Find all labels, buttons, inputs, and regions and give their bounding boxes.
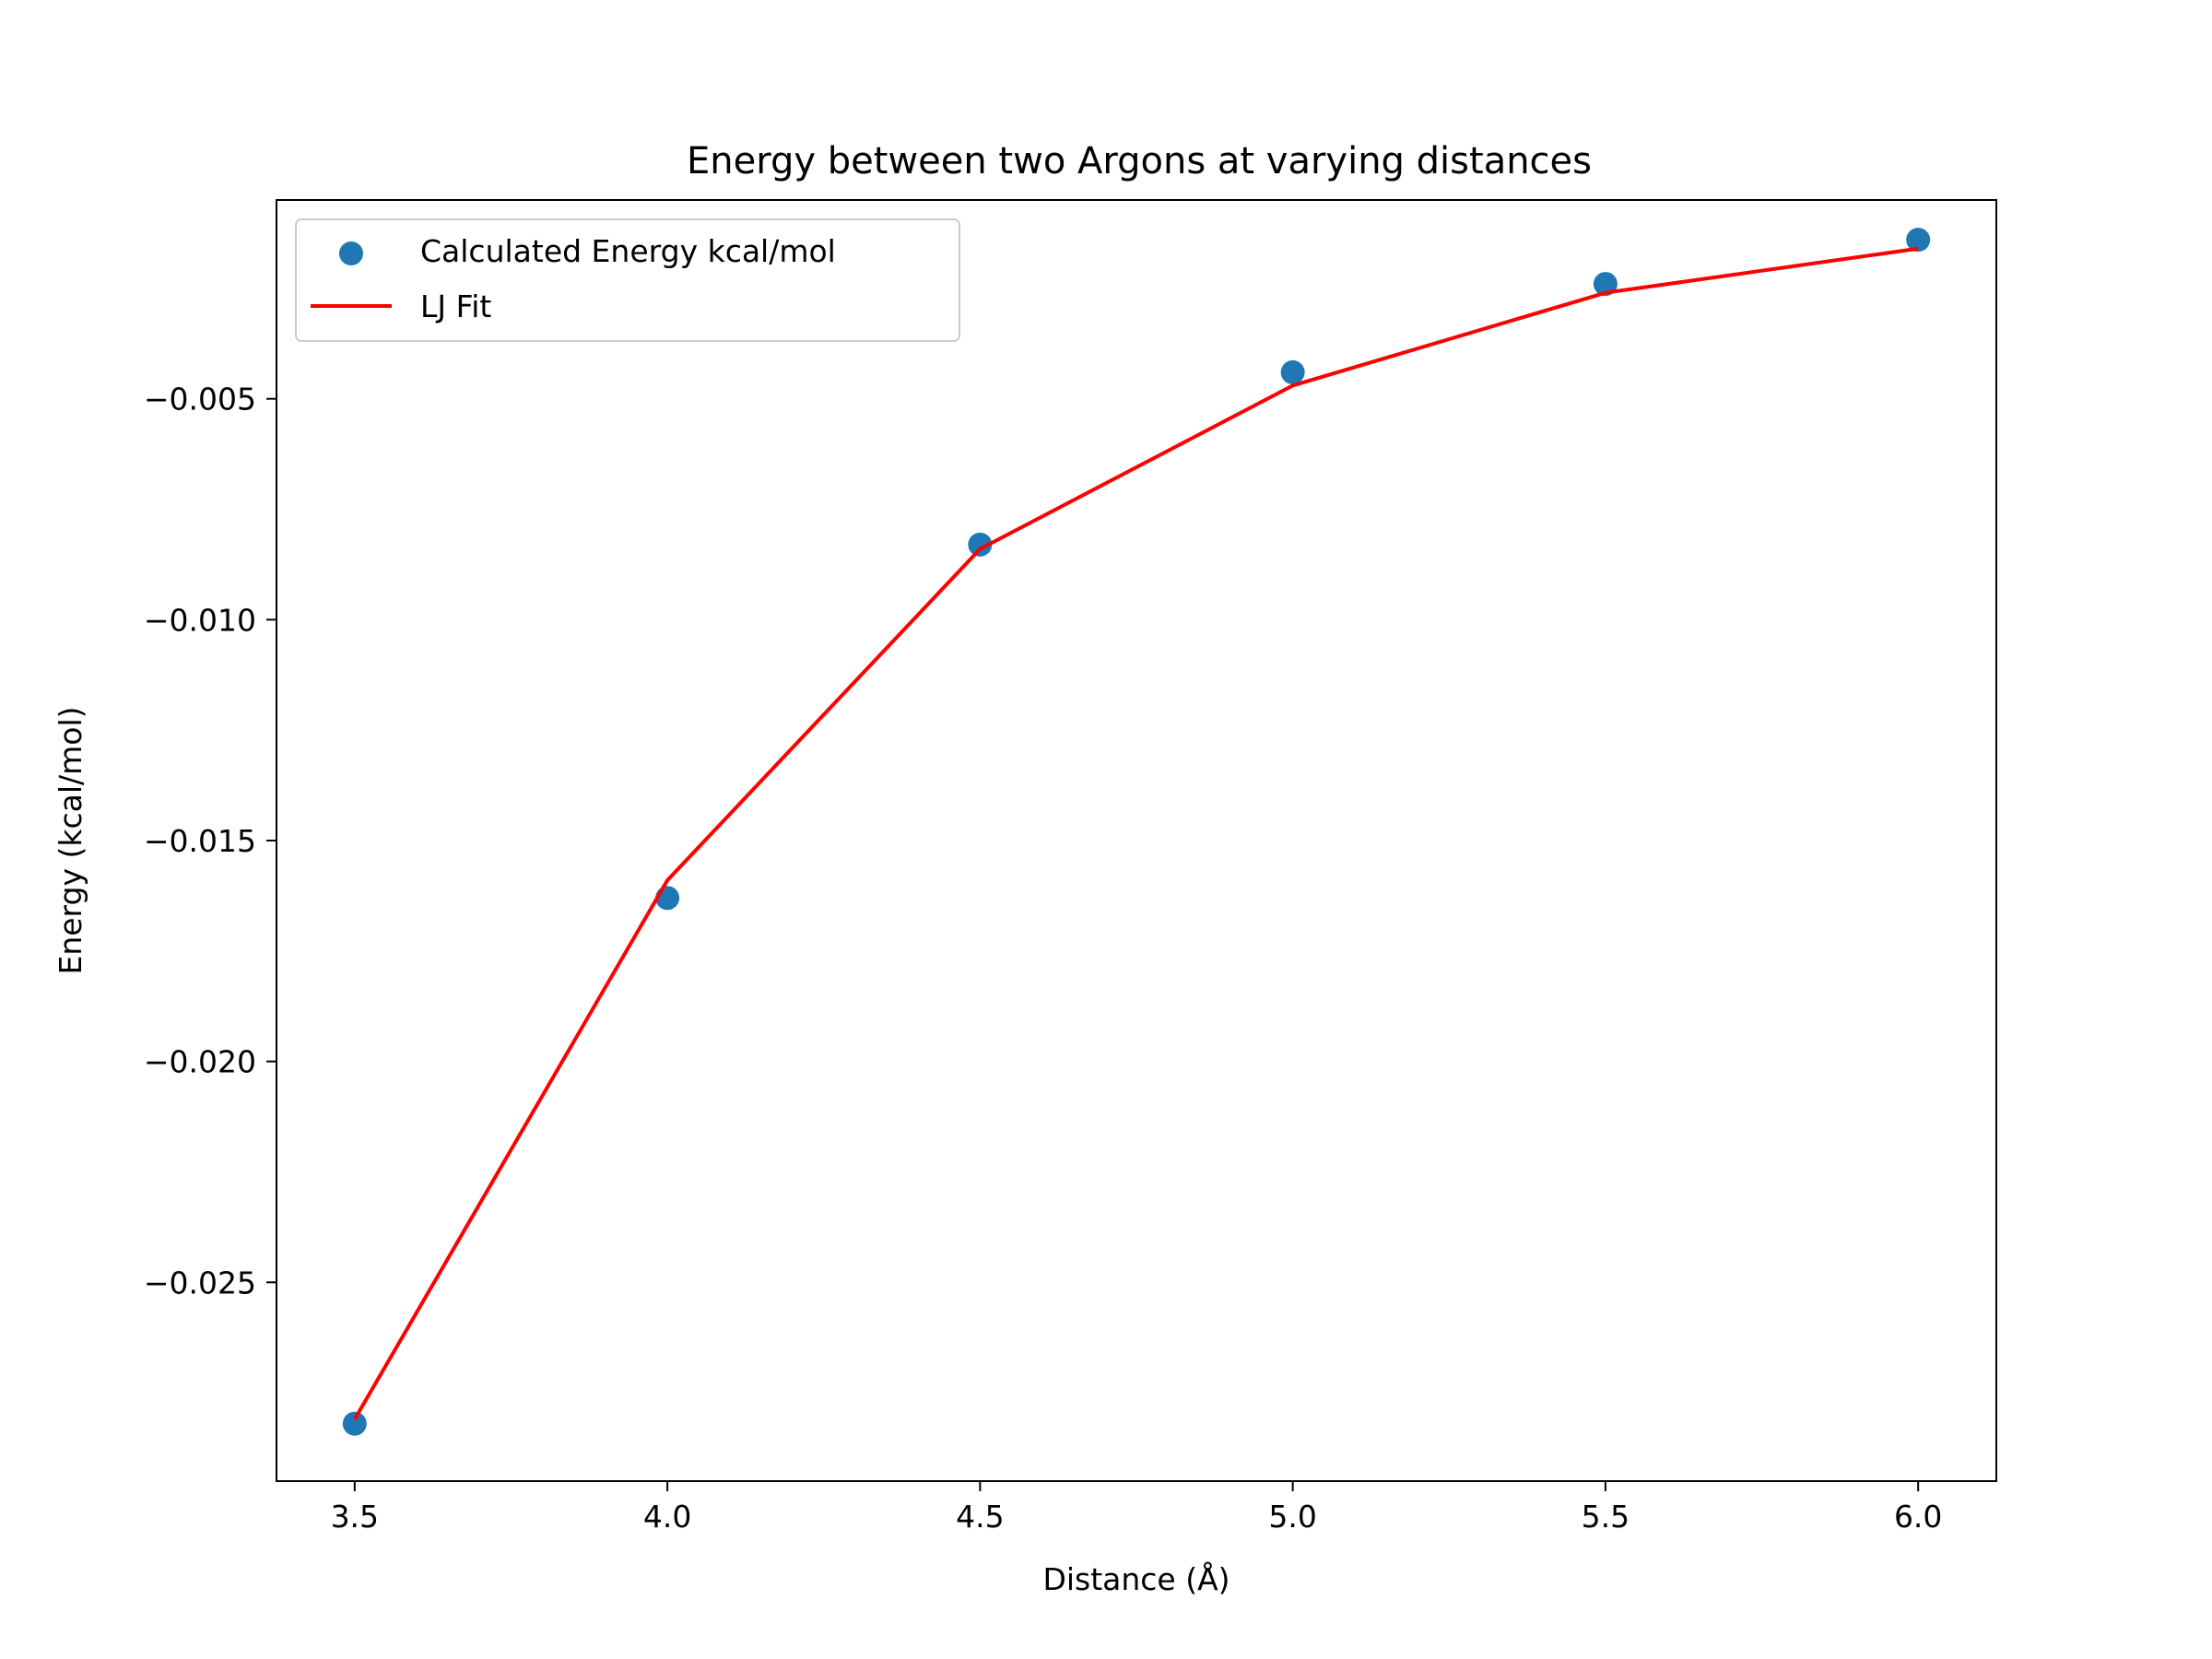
data-point — [1280, 359, 1305, 384]
series-layer — [342, 228, 1931, 1436]
legend-box — [295, 218, 960, 342]
y-axis-ticks: −0.005 −0.010 −0.015 −0.020 −0.025 — [144, 382, 276, 1300]
y-axis-label: Energy (kcal/mol) — [53, 706, 88, 974]
y-tick-label: −0.020 — [144, 1044, 256, 1080]
data-point — [968, 532, 993, 557]
legend-marker-calculated-energy — [339, 241, 363, 265]
x-tick-label: 3.5 — [331, 1499, 379, 1535]
chart-title: Energy between two Argons at varying dis… — [687, 140, 1592, 182]
x-tick-label: 5.0 — [1268, 1499, 1316, 1535]
y-tick-label: −0.015 — [144, 823, 256, 859]
axes-frame — [276, 199, 1997, 1482]
data-point — [1906, 228, 1931, 253]
y-tick-label: −0.005 — [144, 382, 256, 418]
legend-label-lj-fit: LJ Fit — [420, 288, 491, 324]
x-axis-label: Distance (Å) — [1042, 1560, 1230, 1597]
x-tick-label: 6.0 — [1894, 1499, 1942, 1535]
data-point — [1593, 272, 1618, 297]
legend-label-calculated-energy: Calculated Energy kcal/mol — [420, 233, 836, 269]
x-axis-ticks: 3.5 4.0 4.5 5.0 5.5 6.0 — [331, 1481, 1942, 1535]
data-point — [342, 1411, 367, 1436]
x-tick-label: 4.0 — [643, 1499, 691, 1535]
y-tick-label: −0.010 — [144, 602, 256, 638]
x-tick-label: 4.5 — [956, 1499, 1004, 1535]
lj-fit-line — [353, 246, 1919, 1420]
legend: Calculated Energy kcal/mol LJ Fit — [295, 218, 960, 342]
y-tick-label: −0.025 — [144, 1265, 256, 1300]
plot-area: 3.5 4.0 4.5 5.0 5.5 6.0 −0.005−0.010−0.015−0.… — [144, 199, 1997, 1535]
x-tick-label: 5.5 — [1582, 1499, 1630, 1535]
